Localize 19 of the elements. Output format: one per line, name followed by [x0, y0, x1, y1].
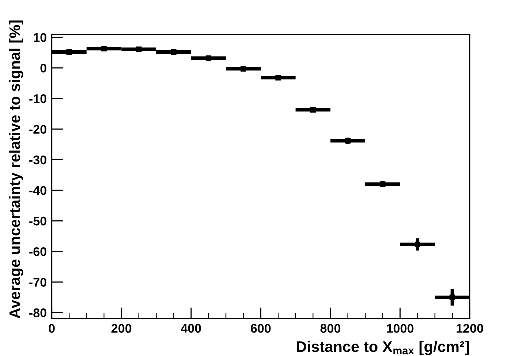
y-tick-label: -70	[30, 278, 47, 287]
x-tick-label: 200	[112, 324, 132, 334]
x-tick-label: 400	[181, 324, 202, 334]
x-tick-label: 600	[251, 324, 271, 334]
y-tick-label: -20	[30, 125, 47, 134]
y-tick-label: -60	[30, 248, 47, 256]
y-tick-label: -50	[30, 216, 47, 226]
x-tick-label: 0	[49, 324, 55, 334]
y-tick-label: -80	[30, 308, 47, 318]
y-tick-label: -10	[30, 94, 47, 104]
y-tick-label: -40	[30, 186, 47, 196]
x-axis-title: Distance to X$_{max}$ [g/cm²]	[297, 341, 470, 356]
y-tick-label: 10	[34, 33, 47, 42]
y-tick-label: -30	[30, 156, 47, 165]
y-tick-label: 0	[40, 64, 47, 73]
x-tick-label: 800	[320, 324, 341, 334]
y-axis-title: Average uncertainty relative to signal [%]	[9, 20, 24, 319]
x-tick-label: 1000	[387, 324, 414, 334]
x-tick-label: 1200	[456, 324, 484, 334]
